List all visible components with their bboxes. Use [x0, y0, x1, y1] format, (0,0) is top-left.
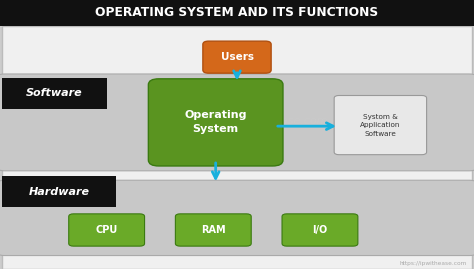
FancyBboxPatch shape [0, 180, 474, 256]
FancyBboxPatch shape [69, 214, 145, 246]
FancyBboxPatch shape [334, 95, 427, 155]
FancyBboxPatch shape [0, 0, 474, 26]
Text: OPERATING SYSTEM AND ITS FUNCTIONS: OPERATING SYSTEM AND ITS FUNCTIONS [95, 6, 379, 19]
Text: CPU: CPU [96, 225, 118, 235]
FancyBboxPatch shape [2, 78, 107, 109]
Text: I/O: I/O [312, 225, 328, 235]
FancyBboxPatch shape [2, 176, 116, 207]
Text: Hardware: Hardware [29, 187, 90, 197]
FancyBboxPatch shape [0, 74, 474, 171]
FancyBboxPatch shape [2, 26, 472, 269]
FancyBboxPatch shape [282, 214, 358, 246]
FancyBboxPatch shape [175, 214, 251, 246]
Text: Software: Software [26, 89, 83, 98]
Text: RAM: RAM [201, 225, 226, 235]
Text: Users: Users [220, 52, 254, 62]
FancyBboxPatch shape [203, 41, 271, 73]
Text: https://ipwithease.com: https://ipwithease.com [400, 261, 467, 266]
Text: ipwithease.com: ipwithease.com [241, 116, 328, 126]
Text: Systom &
Application
Software: Systom & Application Software [360, 114, 401, 137]
FancyBboxPatch shape [148, 79, 283, 166]
Text: Operating
System: Operating System [184, 110, 247, 134]
